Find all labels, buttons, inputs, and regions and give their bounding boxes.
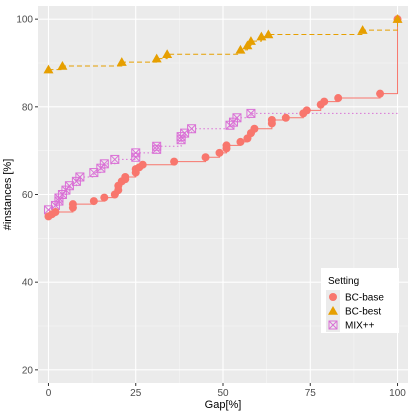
- legend-marker-mix-cross-b: [328, 320, 338, 330]
- legend-marker-bc-base: [329, 293, 337, 301]
- y-tick-label: 80: [22, 102, 34, 113]
- point-mix: [232, 113, 242, 123]
- point-mix-cross-b: [75, 172, 85, 182]
- point-bc-best: [245, 36, 256, 45]
- legend-title: Setting: [328, 276, 359, 287]
- point-bc-base: [170, 157, 179, 166]
- point-mix-box: [246, 108, 256, 118]
- x-tick-label: 100: [389, 388, 406, 399]
- x-tick-label: 50: [217, 388, 229, 399]
- point-mix-box: [75, 172, 85, 182]
- point-mix: [187, 124, 197, 134]
- legend-marker-mix-box: [328, 320, 338, 330]
- legend-items: BC-base BC-best MIX++: [326, 290, 384, 332]
- y-tick-label: 40: [22, 278, 34, 289]
- point-bc-best: [242, 40, 253, 50]
- point-bc-base: [89, 197, 98, 206]
- point-bc-base: [100, 193, 109, 202]
- legend-label-mix: MIX++: [345, 321, 375, 332]
- point-bc-base: [250, 124, 259, 133]
- point-bc-best: [235, 44, 246, 54]
- point-mix: [75, 172, 85, 182]
- point-bc-best: [151, 53, 162, 63]
- point-mix-box: [232, 113, 242, 123]
- point-mix-box: [187, 124, 197, 134]
- point-mix-box: [225, 120, 235, 130]
- point-bc-base: [267, 115, 276, 124]
- point-bc-base: [215, 148, 224, 157]
- point-bc-base: [68, 200, 77, 209]
- point-mix-cross-b: [99, 159, 109, 169]
- point-mix: [110, 154, 120, 164]
- legend-label-bc-best: BC-best: [345, 307, 381, 318]
- point-mix: [152, 141, 162, 151]
- point-bc-base: [281, 113, 290, 122]
- point-mix-cross-b: [110, 155, 120, 164]
- series-line-mix: [48, 112, 398, 211]
- point-mix-box: [131, 148, 141, 158]
- y-tick-label: 100: [16, 15, 33, 26]
- point-bc-best: [357, 25, 368, 34]
- series-line-bc-best: [48, 19, 399, 71]
- point-bc-base: [51, 208, 60, 217]
- x-tick-label: 75: [305, 388, 317, 399]
- x-tick-label: 25: [130, 388, 142, 399]
- point-mix-cross-b: [246, 109, 256, 118]
- point-bc-base: [236, 137, 245, 146]
- series-layer: [43, 14, 403, 221]
- point-mix: [246, 108, 256, 118]
- x-axis-title: Gap[%]: [205, 399, 242, 411]
- legend: Setting BC-base BC-best MIX++: [321, 268, 399, 333]
- point-bc-base: [201, 153, 210, 162]
- point-bc-best: [263, 29, 274, 39]
- point-bc-best: [43, 64, 54, 74]
- y-axis-title: #instances [%]: [2, 159, 14, 231]
- y-tick-label: 60: [22, 190, 34, 201]
- point-bc-best: [392, 14, 403, 23]
- point-bc-base: [302, 106, 311, 115]
- point-bc-base: [320, 97, 329, 106]
- point-bc-best: [57, 61, 68, 70]
- point-bc-best: [256, 31, 267, 41]
- point-bc-best: [162, 49, 173, 58]
- point-mix-cross-b: [152, 144, 162, 154]
- axis-layer: 0 25 50 75 100 20 40 60 80 100: [16, 15, 406, 399]
- point-mix-box: [152, 141, 162, 151]
- point-mix-box: [99, 159, 109, 169]
- point-mix: [99, 159, 109, 169]
- point-bc-base: [121, 172, 130, 181]
- point-mix-cross-b: [232, 113, 242, 123]
- legend-marker-mix: [328, 320, 338, 330]
- point-mix: [131, 148, 141, 158]
- point-bc-base: [376, 89, 385, 98]
- point-bc-base: [334, 94, 343, 103]
- point-mix-cross-b: [131, 148, 141, 158]
- y-tick-label: 20: [22, 365, 34, 376]
- point-mix-box: [110, 154, 120, 164]
- point-mix-cross-b: [152, 141, 162, 151]
- x-tick-label: 0: [46, 388, 52, 399]
- point-bc-base: [222, 141, 231, 150]
- point-bc-best: [116, 57, 127, 66]
- point-bc-base: [138, 160, 147, 169]
- point-mix-cross-b: [187, 124, 196, 134]
- legend-label-bc-base: BC-base: [345, 293, 384, 304]
- legend-marker-bc-best: [328, 306, 338, 315]
